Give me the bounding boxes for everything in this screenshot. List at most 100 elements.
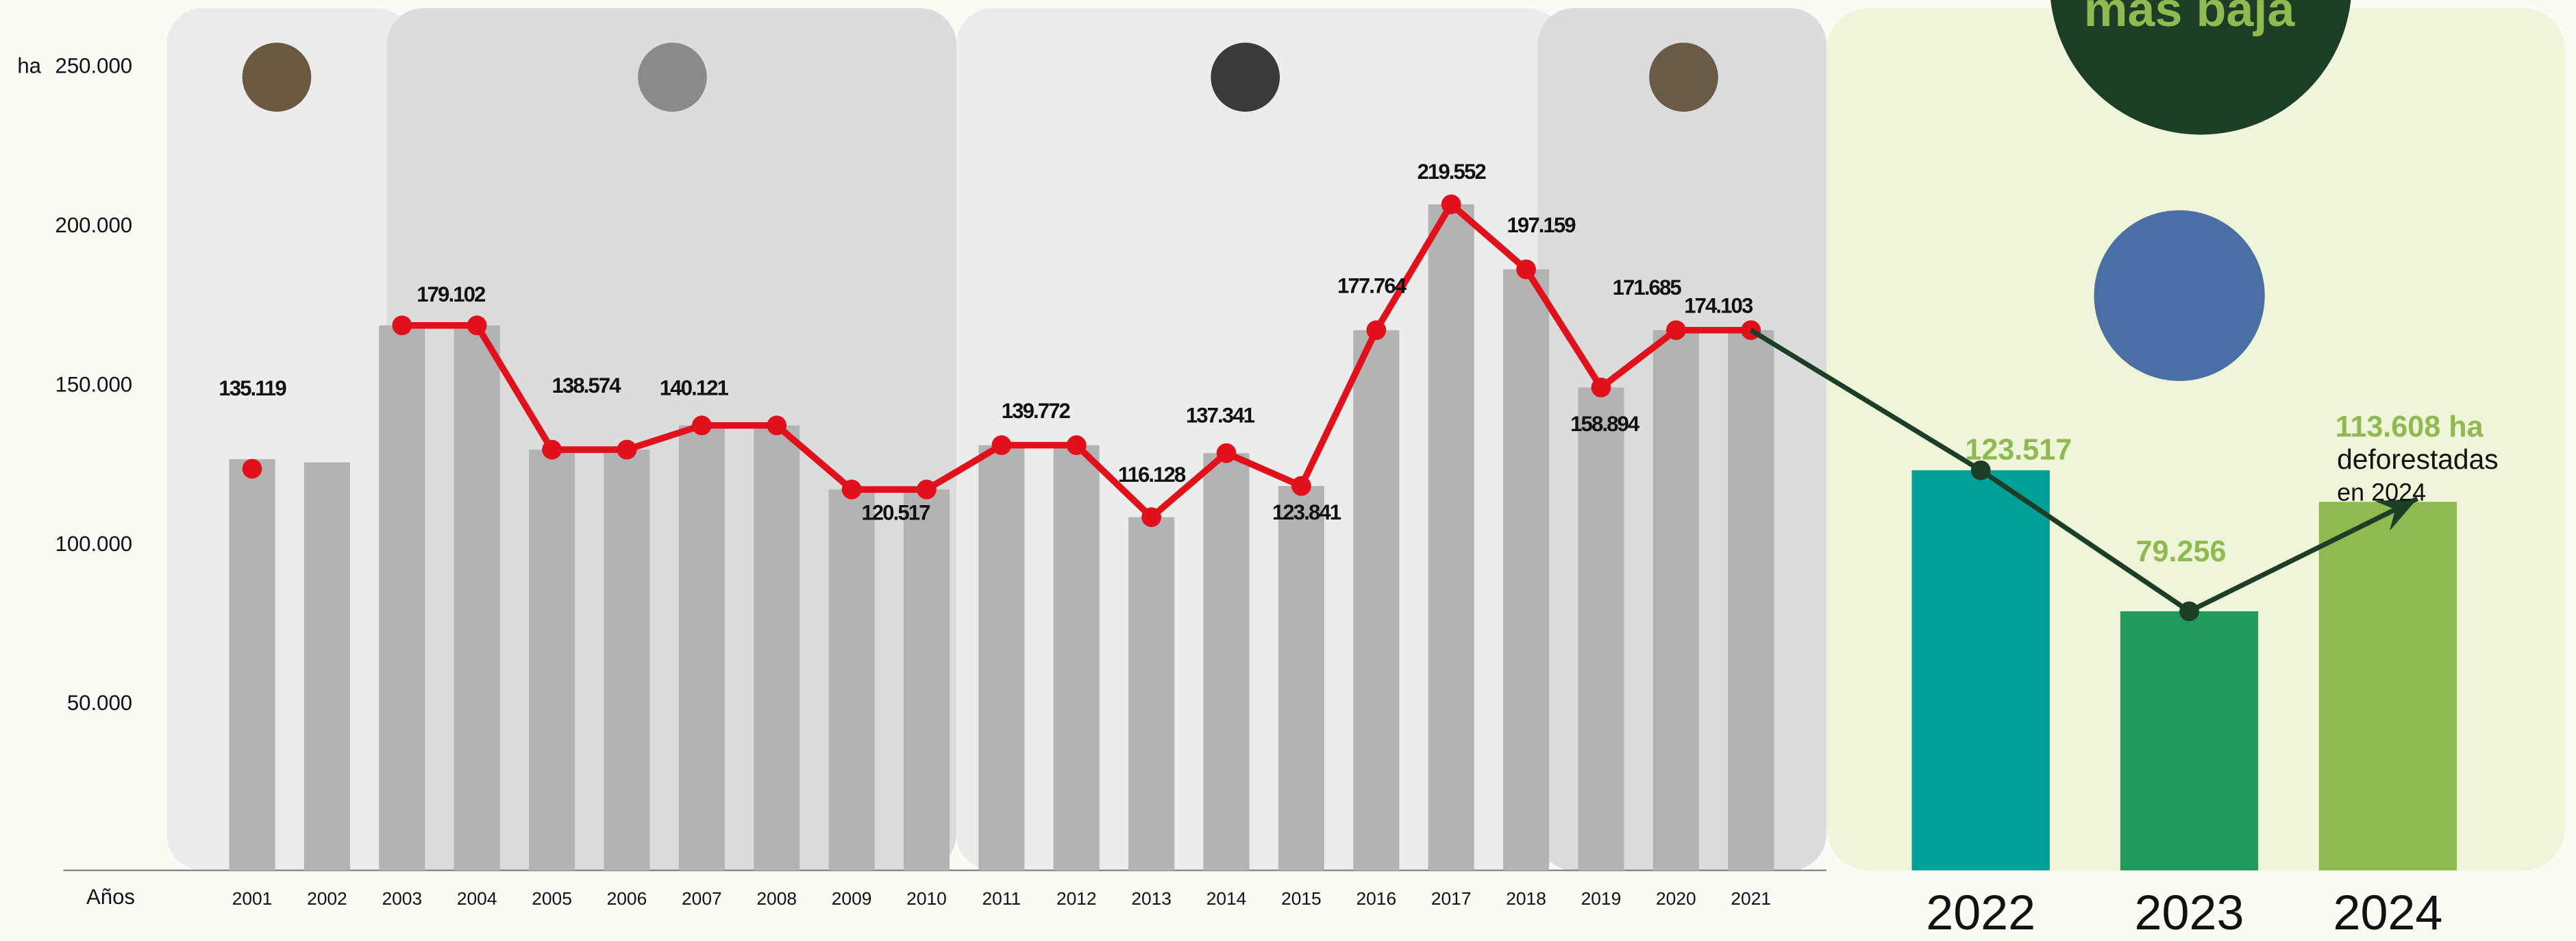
bar [1653,330,1699,870]
x-tick-label: 2018 [1506,888,1546,909]
portrait [243,42,312,112]
x-tick-label: 2012 [1056,888,1097,909]
bar [1578,387,1624,870]
x-tick-label: 2017 [1431,888,1472,909]
bar [1128,517,1174,870]
line-marker [1067,435,1087,455]
period-panel [166,8,412,870]
bar [1278,486,1324,870]
line-marker [991,435,1011,455]
line-marker [1291,476,1311,496]
x-tick-label: 2016 [1356,888,1396,909]
x-tick-label: 2007 [682,888,722,909]
line-marker [1141,507,1161,527]
bar [1912,470,2050,870]
line-marker [1516,260,1536,280]
data-label: 79.256 [2136,535,2227,568]
data-label: 135.119 [219,376,286,400]
x-tick-label: 2001 [232,888,273,909]
data-label: 123.841 [1272,500,1341,524]
line-marker [243,459,262,479]
x-tick-label: 2005 [532,888,572,909]
line-marker [542,440,562,460]
portrait [2094,210,2265,381]
data-label: 158.894 [1570,412,1640,436]
bar [2319,502,2457,870]
data-label: 219.552 [1417,160,1487,184]
y-tick-label: 150.000 [55,372,133,396]
y-axis-label: ha [17,53,41,77]
bar [2120,611,2258,870]
bar [1503,269,1549,870]
chart: más baja ha Años 50.000 100.000 150.000 200… [0,0,2576,941]
x-tick-label: 2008 [756,888,797,909]
bar [304,463,350,870]
y-tick-label: 250.000 [55,53,133,77]
line-marker [467,315,487,335]
bar [754,426,800,870]
bar [529,450,575,870]
data-label: 138.574 [552,374,621,398]
x-tick-label: 2006 [607,888,647,909]
bar [1203,453,1249,870]
data-label: 174.103 [1684,293,1753,317]
bar [379,326,425,870]
line-marker [1441,195,1461,215]
data-label: 179.102 [417,282,486,306]
line-marker [1666,320,1686,340]
y-tick-label: 100.000 [55,532,133,556]
bar [1728,330,1774,870]
x-tick-label: 2002 [307,888,347,909]
line-marker [917,480,937,500]
line-marker [617,440,637,460]
bar [1428,204,1474,870]
data-label: 116.128 [1118,463,1186,487]
data-label: 171.685 [1613,276,1682,300]
portrait [1649,42,1718,112]
data-label: 140.121 [660,376,729,400]
x-tick-label: 2010 [906,888,947,909]
x-tick-label: 2015 [1281,888,1322,909]
line-marker [767,415,787,435]
portrait [638,42,707,112]
line-marker [1217,443,1237,463]
bar [978,445,1024,870]
bar [604,450,649,870]
note: en 2024 [2337,478,2426,506]
x-tick-label: 2022 [1926,885,2035,940]
bar [454,326,500,870]
y-tick-label: 50.000 [67,691,132,715]
bar [1353,330,1399,870]
portrait [1211,42,1280,112]
x-tick-label: 2014 [1206,888,1247,909]
data-label: 120.517 [861,500,930,524]
bar [229,459,275,870]
x-tick-label: 2020 [1656,888,1696,909]
bar [1054,445,1100,870]
note: deforestadas [2337,443,2498,475]
data-label: 137.341 [1186,404,1255,428]
line-marker [1366,320,1386,340]
y-tick-label: 200.000 [55,213,133,237]
x-tick-label: 2021 [1731,888,1771,909]
x-tick-label: 2009 [832,888,872,909]
x-tick-label: 2011 [982,888,1021,909]
x-tick-label: 2013 [1131,888,1172,909]
x-tick-label: 2024 [2333,885,2442,940]
trend-marker [2179,602,2199,622]
x-tick-label: 2023 [2135,885,2244,940]
x-tick-label: 2019 [1581,888,1622,909]
x-axis-label: Años [86,885,135,909]
line-marker [692,415,712,435]
line-marker [842,480,862,500]
data-label: 123.517 [1965,433,2072,466]
line-marker [392,315,412,335]
data-label: 197.159 [1507,213,1576,237]
x-tick-label: 2003 [382,888,422,909]
bar [679,426,725,870]
bar [904,489,950,870]
data-label: 113.608 ha [2336,411,2484,443]
headline: más baja [2084,0,2296,37]
data-label: 177.764 [1337,274,1407,298]
line-marker [1592,378,1611,398]
